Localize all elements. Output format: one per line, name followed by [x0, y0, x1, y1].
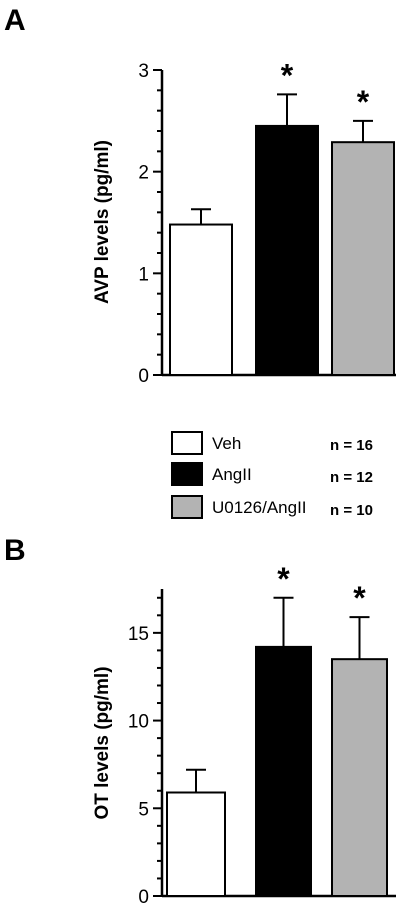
y-tick-label-b: 10: [128, 712, 149, 733]
panel-b-chart: B OT levels (pg/ml) 0 5 10 15 * *: [4, 534, 396, 907]
legend-label-veh: Veh: [212, 434, 241, 453]
legend-swatch-veh: [171, 431, 203, 455]
bar-b-angii: [255, 645, 312, 897]
significance-star-a: *: [281, 57, 294, 93]
legend-n-veh: n = 16: [330, 437, 373, 454]
bar-a-veh: [169, 223, 233, 376]
legend-n-u0126-angii: n = 10: [330, 502, 373, 519]
legend: Veh n = 16 AngII n = 12 U0126/AngII n = 10: [171, 431, 373, 519]
y-tick-label-a: 2: [138, 163, 149, 184]
y-tick-label-a: 1: [138, 264, 149, 285]
significance-star-a: *: [357, 84, 370, 120]
panel-label-a: A: [4, 4, 26, 37]
bar-b-veh: [166, 791, 226, 897]
significance-star-b: *: [353, 580, 366, 616]
legend-swatch-u0126-angii: [171, 495, 203, 519]
y-tick-label-a: 3: [138, 61, 149, 82]
y-axis-label-a: AVP levels (pg/ml): [92, 140, 113, 304]
significance-star-b: *: [277, 561, 290, 597]
bar-a-angii: [255, 124, 319, 376]
y-axis-label-b: OT levels (pg/ml): [92, 666, 113, 819]
legend-label-u0126-angii: U0126/AngII: [212, 498, 307, 517]
legend-swatch-angii: [171, 462, 203, 486]
y-tick-label-a: 0: [138, 366, 149, 387]
panel-label-b: B: [4, 534, 26, 567]
legend-n-angii: n = 12: [330, 469, 373, 486]
y-tick-label-b: 0: [138, 887, 149, 907]
bar-b-u0126-angii: [331, 658, 388, 898]
panel-a-chart: A AVP levels (pg/ml) 0 1 2 3 * *: [4, 4, 396, 387]
y-tick-label-b: 5: [138, 799, 149, 820]
bar-a-u0126-angii: [331, 141, 395, 376]
y-tick-label-b: 15: [128, 624, 149, 645]
legend-label-angii: AngII: [212, 465, 252, 484]
